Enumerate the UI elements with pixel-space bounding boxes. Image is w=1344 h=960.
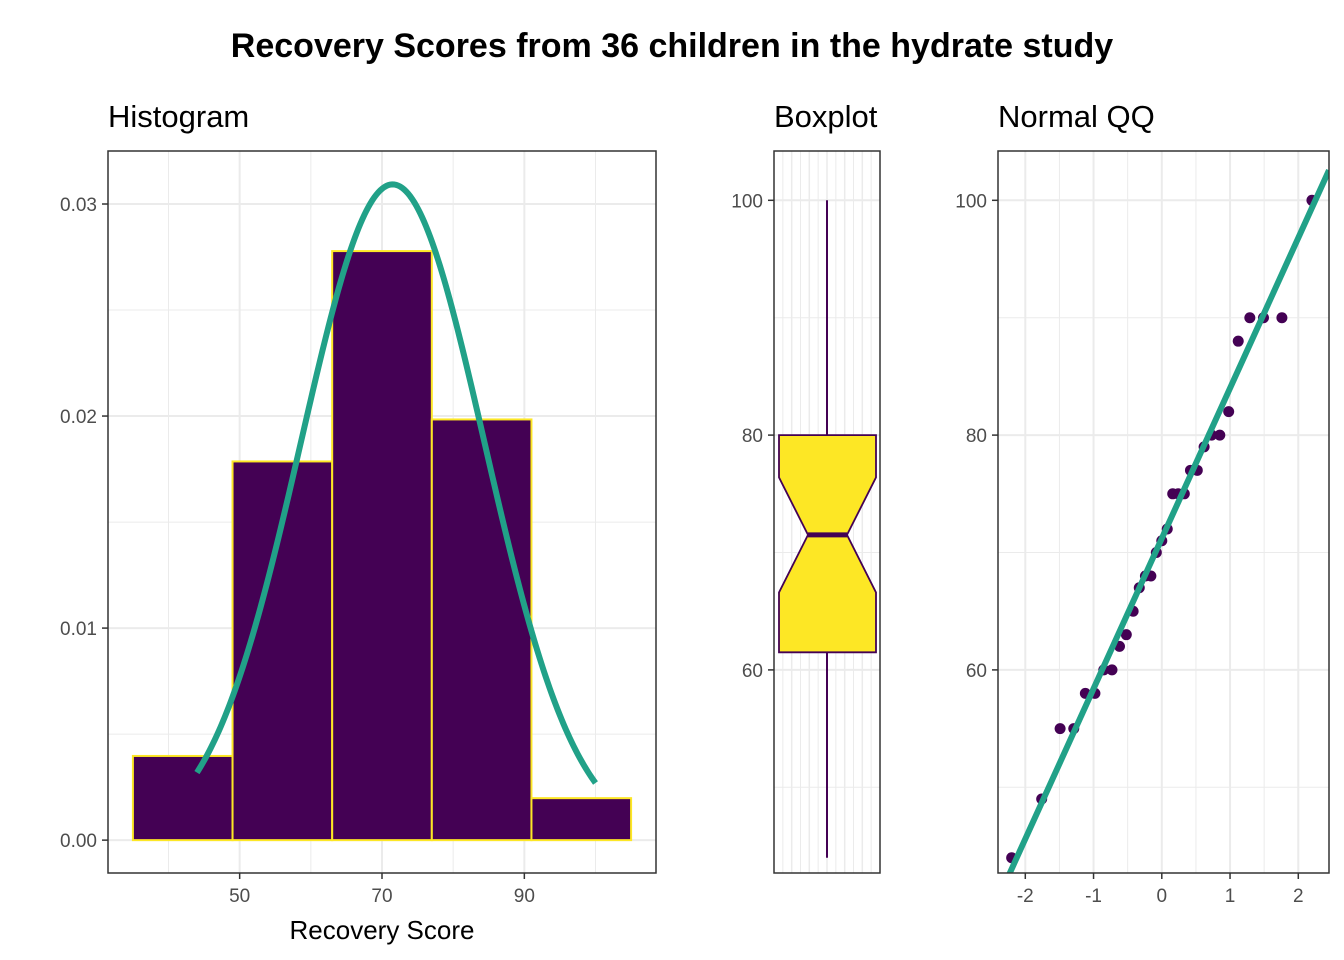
qq-panel-border xyxy=(997,150,1330,874)
y-tick-label: 0.00 xyxy=(60,831,97,852)
x-tick-label: -2 xyxy=(1017,886,1034,907)
qq-point xyxy=(1276,312,1288,324)
y-tick-label: 100 xyxy=(731,191,763,212)
y-tick-label: 80 xyxy=(966,426,987,447)
y-tick-label: 0.03 xyxy=(60,195,97,216)
histogram-bars xyxy=(131,250,633,842)
qq-grid xyxy=(998,151,1329,873)
y-tick-label: 80 xyxy=(742,426,763,447)
histogram-y-ticks: 0.00 0.01 0.02 0.03 xyxy=(60,195,108,852)
histogram-bar-5 xyxy=(530,797,633,842)
y-tick-label: 60 xyxy=(742,661,763,682)
histogram-bar-4 xyxy=(430,418,533,842)
qq-subtitle: Normal QQ xyxy=(998,99,1155,134)
boxplot-notched-box xyxy=(778,434,877,654)
figure-title: Recovery Scores from 36 children in the … xyxy=(231,27,1113,65)
x-tick-label: 50 xyxy=(229,886,250,907)
qq-y-ticks: 60 80 100 xyxy=(955,191,998,682)
qq-reference-line xyxy=(1006,169,1329,873)
x-tick-label: -1 xyxy=(1085,886,1102,907)
histogram-x-ticks: 50 70 90 xyxy=(229,873,535,907)
x-tick-label: 0 xyxy=(1157,886,1168,907)
qq-point xyxy=(1223,406,1235,418)
qq-x-ticks: -2 -1 0 1 2 xyxy=(1017,873,1304,907)
histogram-subtitle: Histogram xyxy=(108,99,249,134)
histogram-panel: Histogram 50 70 90 0.00 0.01 0.02 0.03 Recove… xyxy=(60,99,657,945)
qq-point xyxy=(1244,312,1256,324)
histogram-bar-3 xyxy=(331,250,433,842)
qq-panel: Normal QQ -2 -1 0 1 2 60 80 100 xyxy=(955,99,1330,907)
y-tick-label: 0.02 xyxy=(60,407,97,428)
qq-point xyxy=(1120,629,1132,641)
y-tick-label: 60 xyxy=(966,661,987,682)
boxplot-panel: Boxplot 60 80 100 xyxy=(731,99,881,874)
qq-point xyxy=(1214,429,1226,441)
y-tick-label: 0.01 xyxy=(60,619,97,640)
x-tick-label: 70 xyxy=(371,886,392,907)
y-tick-label: 100 xyxy=(955,191,987,212)
qq-point xyxy=(1232,335,1244,347)
normal-density-curve xyxy=(194,181,598,785)
x-tick-label: 90 xyxy=(514,886,535,907)
x-tick-label: 2 xyxy=(1293,886,1304,907)
qq-point xyxy=(1106,664,1118,676)
boxplot-y-ticks: 60 80 100 xyxy=(731,191,774,682)
histogram-x-axis-label: Recovery Score xyxy=(290,915,475,945)
histogram-bar-1 xyxy=(131,754,234,842)
boxplot-panel-border xyxy=(773,150,881,874)
x-tick-label: 1 xyxy=(1225,886,1236,907)
qq-point xyxy=(1054,723,1066,735)
boxplot-subtitle: Boxplot xyxy=(774,99,878,134)
